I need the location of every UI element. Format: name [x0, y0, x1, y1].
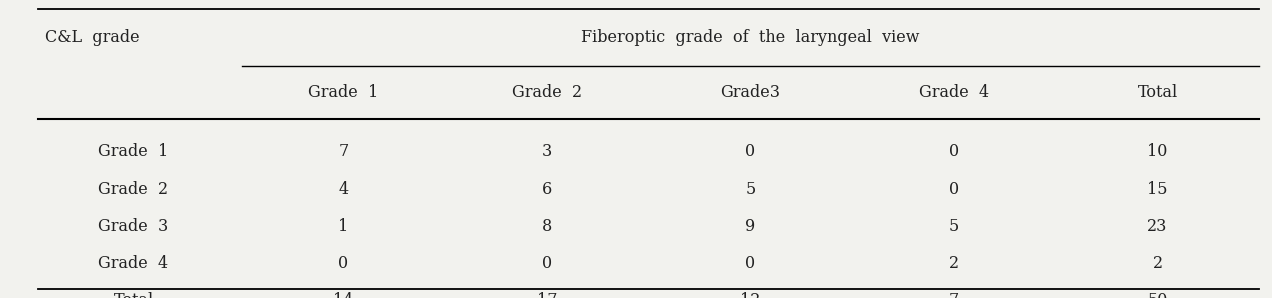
Text: 0: 0 — [338, 255, 349, 272]
Text: Total: Total — [1137, 84, 1178, 101]
Text: 17: 17 — [537, 292, 557, 298]
Text: 0: 0 — [745, 143, 756, 161]
Text: 0: 0 — [949, 143, 959, 161]
Text: Fiberoptic  grade  of  the  laryngeal  view: Fiberoptic grade of the laryngeal view — [581, 29, 920, 46]
Text: 2: 2 — [1152, 255, 1163, 272]
Text: 4: 4 — [338, 181, 349, 198]
Text: Total: Total — [113, 292, 154, 298]
Text: 0: 0 — [745, 255, 756, 272]
Text: Grade  4: Grade 4 — [98, 255, 169, 272]
Text: 6: 6 — [542, 181, 552, 198]
Text: 5: 5 — [949, 218, 959, 235]
Text: 7: 7 — [338, 143, 349, 161]
Text: 9: 9 — [745, 218, 756, 235]
Text: 0: 0 — [542, 255, 552, 272]
Text: Grade  1: Grade 1 — [98, 143, 169, 161]
Text: Grade  4: Grade 4 — [918, 84, 990, 101]
Text: 3: 3 — [542, 143, 552, 161]
Text: Grade  2: Grade 2 — [98, 181, 169, 198]
Text: 14: 14 — [333, 292, 354, 298]
Text: 8: 8 — [542, 218, 552, 235]
Text: 2: 2 — [949, 255, 959, 272]
Text: 23: 23 — [1147, 218, 1168, 235]
Text: 10: 10 — [1147, 143, 1168, 161]
Text: Grade  3: Grade 3 — [98, 218, 169, 235]
Text: C&L  grade: C&L grade — [45, 29, 139, 46]
Text: 12: 12 — [740, 292, 761, 298]
Text: 15: 15 — [1147, 181, 1168, 198]
Text: Grade3: Grade3 — [720, 84, 781, 101]
Text: 5: 5 — [745, 181, 756, 198]
Text: 0: 0 — [949, 181, 959, 198]
Text: 1: 1 — [338, 218, 349, 235]
Text: 7: 7 — [949, 292, 959, 298]
Text: Grade  2: Grade 2 — [511, 84, 583, 101]
Text: 50: 50 — [1147, 292, 1168, 298]
Text: Grade  1: Grade 1 — [308, 84, 379, 101]
